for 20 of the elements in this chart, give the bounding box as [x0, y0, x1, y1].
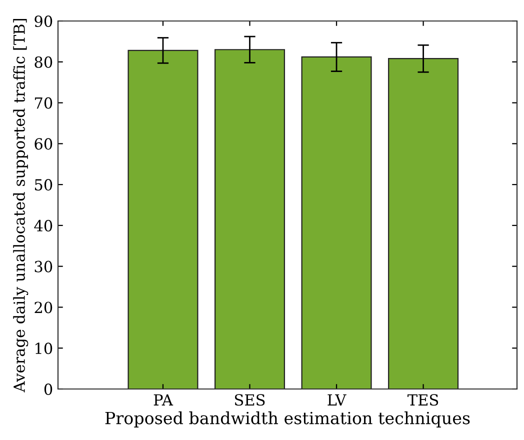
y-axis-title: Average daily unallocated supported traffic [TB]: [13, 19, 28, 392]
y-tick-label: 0: [44, 383, 52, 396]
bar: [128, 50, 198, 389]
x-tick-label: LV: [328, 394, 346, 406]
y-tick-label: 40: [34, 220, 52, 232]
y-tick-label: 80: [34, 56, 52, 68]
x-axis-title: Proposed bandwidth estimation techniques: [105, 411, 470, 428]
y-tick-label: 10: [36, 342, 52, 354]
bar: [388, 58, 459, 389]
x-tick-label: SES: [235, 394, 265, 406]
x-tick-label: PA: [154, 394, 174, 406]
y-tick-label: 50: [34, 179, 52, 191]
bar: [214, 49, 286, 389]
y-tick-label: 90: [34, 15, 52, 28]
y-tick-label: 30: [34, 260, 52, 272]
x-tick-label: TES: [408, 394, 438, 406]
y-tick-label: 70: [34, 97, 52, 109]
y-tick-label: 20: [34, 302, 52, 314]
bar: [301, 56, 372, 389]
y-tick-label: 60: [34, 138, 52, 150]
